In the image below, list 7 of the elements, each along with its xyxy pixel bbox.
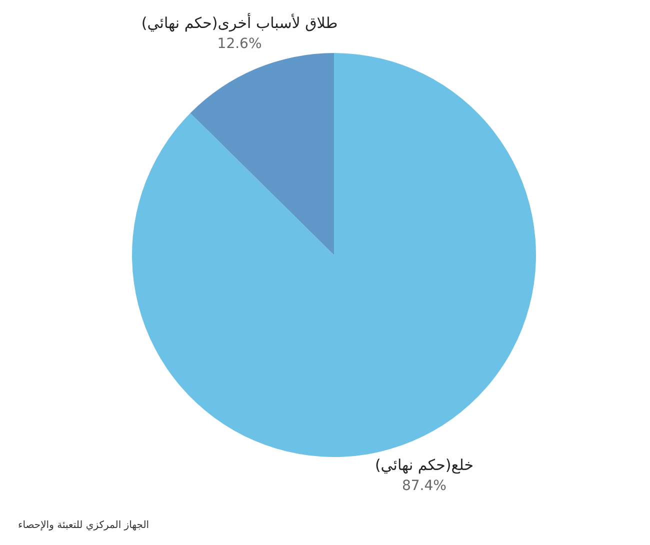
text: الجهاز المركزي للتعبئة والإحصاء <box>18 520 150 531</box>
data-label: 87.4% <box>402 478 446 494</box>
slice-label: خلع(حكم نهائي) <box>374 456 474 474</box>
pie-slice <box>190 53 334 255</box>
pie-slice <box>132 53 536 457</box>
data-label: 12.6% <box>217 36 262 52</box>
slice-label: طلاق لأسباب أخرى(حكم نهائي) <box>141 12 338 32</box>
